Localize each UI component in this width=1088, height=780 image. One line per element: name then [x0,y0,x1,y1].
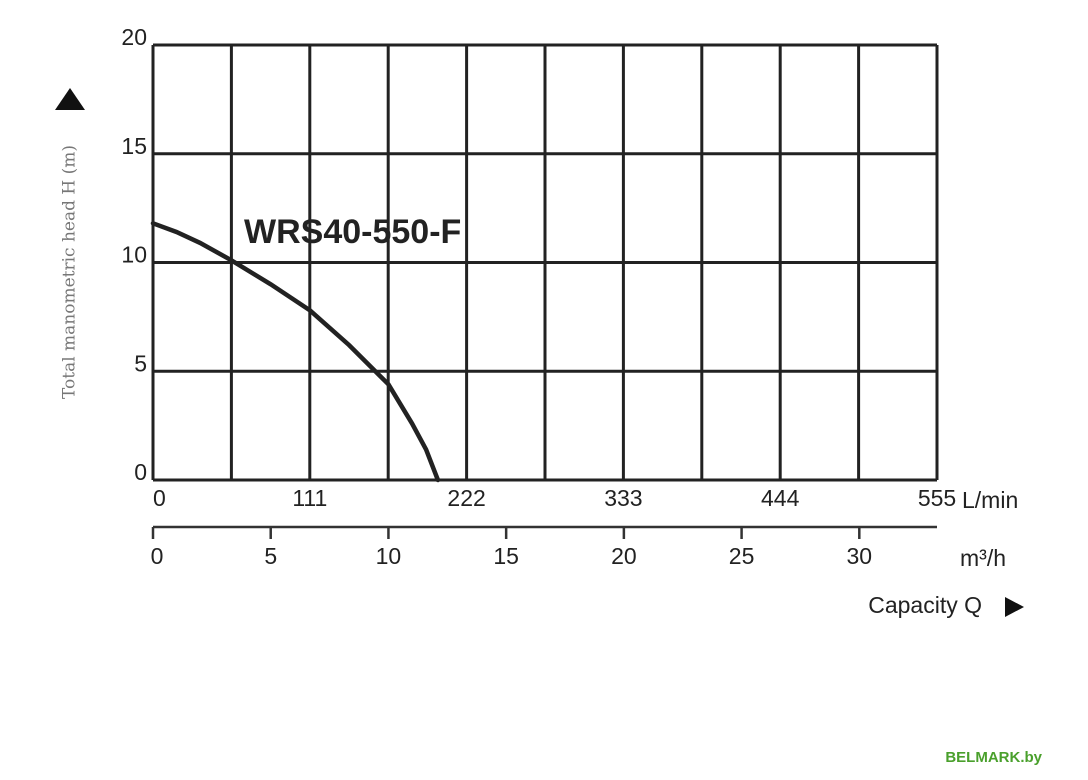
y-tick-label: 15 [121,133,147,159]
x2-tick-label: 333 [604,485,642,511]
y-tick-label: 5 [134,350,147,376]
x2-tick-label: 555 [918,485,956,511]
performance-curve [150,221,441,483]
y-axis-title: Total manometric head H (m) [60,145,80,399]
x-unit: m³/h [960,545,1006,571]
x-tick-label: 0 [151,543,164,569]
x-tick-label: 10 [376,543,402,569]
x-axis-title: Capacity Q [868,592,982,618]
y-tick-label: 10 [121,242,147,268]
curve-label: WRS40-550-F [244,213,461,251]
x-tick-label: 25 [729,543,755,569]
x-tick-label: 30 [847,543,873,569]
x2-tick-label: 444 [761,485,800,511]
x-tick-label: 5 [264,543,277,569]
x2-tick-label: 222 [447,485,485,511]
watermark: BELMARK.by [945,749,1042,766]
x2-unit: L/min [962,487,1018,513]
x-tick-label: 15 [493,543,519,569]
y-tick-label: 0 [134,459,147,485]
x-tick-label: 20 [611,543,637,569]
y-arrow [55,88,85,110]
x-arrow [1005,597,1024,617]
x2-tick-label: 0 [153,485,166,511]
y-tick-label: 20 [121,24,147,50]
x2-tick-label: 111 [292,485,327,511]
